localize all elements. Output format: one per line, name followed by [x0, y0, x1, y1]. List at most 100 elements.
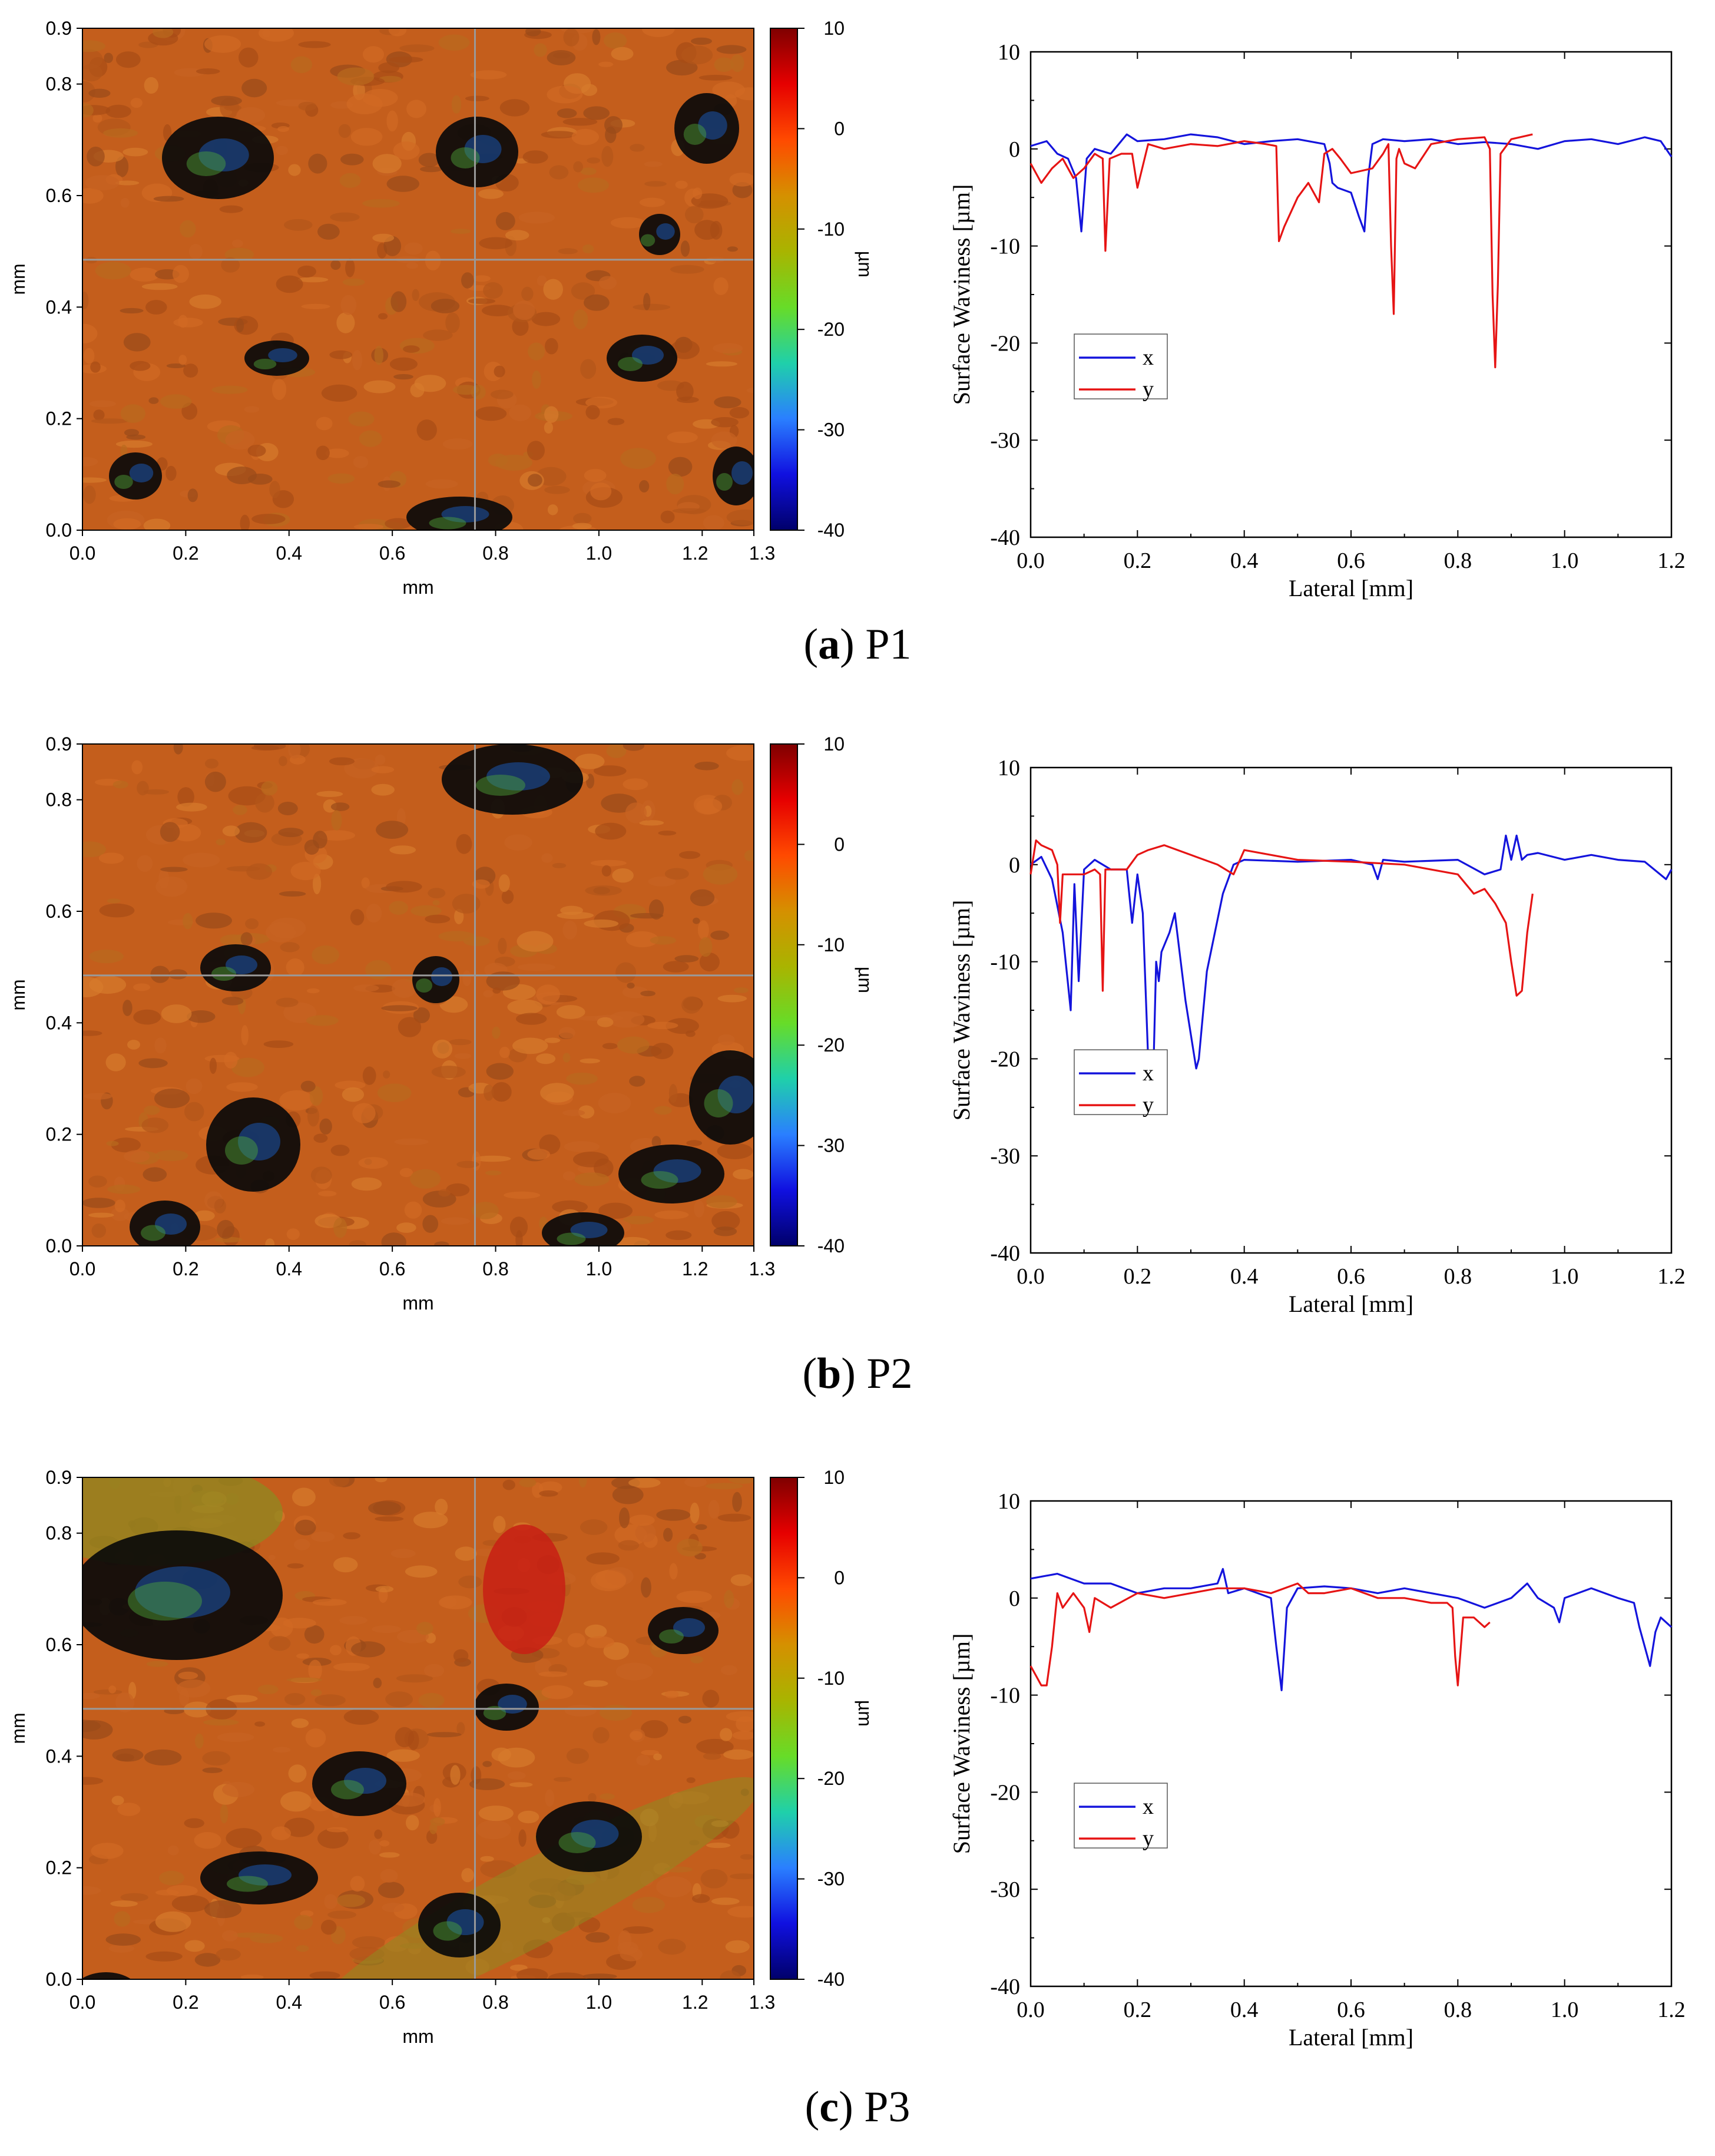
series-line-x: [1030, 133, 1673, 233]
texture-grain: [378, 62, 399, 74]
texture-grain: [144, 1749, 182, 1766]
texture-grain: [538, 1671, 568, 1677]
y-tick-label: -20: [990, 1047, 1020, 1072]
texture-grain: [578, 1477, 587, 1488]
texture-grain: [84, 348, 95, 364]
texture-grain: [369, 1839, 382, 1855]
texture-grain: [639, 480, 650, 492]
texture-grain: [438, 34, 470, 51]
texture-grain: [538, 1481, 562, 1494]
texture-grain: [342, 1087, 365, 1102]
texture-grain: [276, 275, 303, 293]
texture-grain: [547, 85, 583, 104]
x-tick-label: 1.2: [1657, 1998, 1686, 2022]
texture-grain: [720, 1728, 733, 1741]
texture-grain: [163, 124, 172, 141]
texture-grain: [115, 1692, 135, 1713]
texture-grain: [172, 264, 189, 283]
map-frame: [82, 28, 754, 531]
texture-grain: [641, 1720, 668, 1738]
texture-grain: [269, 1636, 291, 1651]
x-tick-label: 0.4: [276, 1258, 302, 1279]
texture-grain: [648, 899, 664, 920]
texture-grain: [306, 1015, 339, 1026]
texture-grain: [333, 1557, 358, 1573]
texture-grain: [562, 920, 577, 940]
texture-grain: [602, 1043, 618, 1050]
panel-caption: (a) P1: [803, 620, 912, 669]
legend-label: x: [1143, 1061, 1154, 1086]
texture-grain: [390, 291, 407, 312]
texture-grain: [676, 1539, 703, 1557]
colorbar-tick-label: -20: [817, 1768, 845, 1789]
texture-grain: [385, 518, 412, 530]
x-tick-label: 1.0: [1551, 1264, 1579, 1289]
texture-grain: [294, 1539, 310, 1550]
texture-grain: [519, 1478, 537, 1487]
texture-grain: [246, 863, 272, 880]
y-tick-label: 0.4: [46, 1012, 72, 1033]
texture-grain: [483, 990, 494, 998]
texture-grain: [583, 1680, 608, 1687]
pit-rim: [227, 1876, 268, 1892]
texture-grain: [120, 1893, 148, 1902]
texture-grain: [424, 1664, 445, 1678]
caption-letter: a: [818, 620, 840, 669]
texture-grain: [694, 1200, 704, 1218]
texture-grain: [690, 889, 715, 907]
texture-grain: [517, 931, 554, 952]
texture-grain: [209, 1057, 217, 1074]
texture-grain: [225, 430, 255, 450]
texture-grain: [552, 862, 567, 868]
texture-grain: [598, 1202, 633, 1219]
texture-grain: [732, 1492, 742, 1512]
texture-grain: [675, 180, 688, 189]
texture-grain: [88, 1212, 114, 1218]
pit-rim: [476, 775, 525, 796]
pit-rim: [618, 357, 643, 371]
x-tick-label: 0.8: [1444, 548, 1472, 573]
texture-grain: [82, 49, 103, 70]
texture-grain: [146, 1661, 168, 1667]
texture-grain: [141, 1117, 169, 1133]
pit-core: [717, 1076, 754, 1113]
texture-grain: [410, 905, 442, 917]
texture-grain: [518, 963, 555, 971]
texture-grain: [374, 345, 383, 365]
texture-grain: [644, 181, 667, 187]
texture-grain: [541, 1685, 574, 1699]
texture-grain: [268, 1555, 276, 1560]
texture-grain: [143, 789, 170, 795]
texture-grain: [469, 1778, 505, 1790]
texture-grain: [617, 1941, 638, 1955]
texture-grain: [348, 411, 375, 427]
texture-grain: [509, 1782, 533, 1787]
texture-grain: [290, 56, 313, 74]
texture-grain: [582, 1973, 617, 1979]
texture-grain: [557, 108, 577, 118]
texture-grain: [640, 990, 655, 997]
texture-grain: [656, 1509, 691, 1521]
texture-grain: [219, 205, 243, 213]
texture-grain: [82, 457, 98, 467]
texture-grain: [685, 206, 704, 224]
x-tick-label: 0.6: [1337, 1264, 1365, 1289]
texture-grain: [507, 1771, 526, 1780]
pit-core: [673, 1618, 705, 1637]
texture-grain: [188, 244, 203, 259]
y-axis-label: Surface Waviness [µm]: [948, 184, 975, 405]
texture-grain: [686, 1030, 696, 1037]
texture-grain: [746, 388, 754, 393]
texture-grain: [730, 54, 744, 72]
texture-grain: [700, 1869, 728, 1889]
x-tick-label: 0.0: [1017, 548, 1045, 573]
texture-grain: [726, 509, 754, 525]
y-tick-label: -30: [990, 428, 1020, 453]
texture-grain: [516, 1968, 548, 1979]
texture-grain: [435, 1499, 448, 1515]
texture-grain: [592, 29, 601, 45]
texture-grain: [222, 1781, 255, 1797]
texture-grain: [184, 1818, 204, 1828]
texture-grain: [375, 1586, 394, 1593]
texture-grain: [567, 1633, 585, 1648]
